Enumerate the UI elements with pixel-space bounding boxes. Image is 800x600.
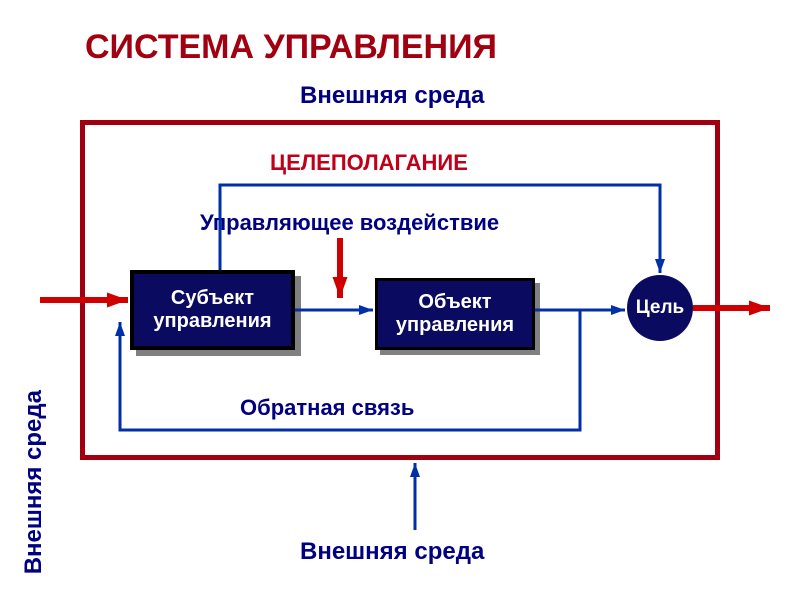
node-subject: Субъект управления: [130, 270, 295, 350]
main-title: СИСТЕМА УПРАВЛЕНИЯ: [85, 28, 497, 67]
diagram-canvas: СИСТЕМА УПРАВЛЕНИЯВнешняя средаЦЕЛЕПОЛАГ…: [0, 0, 800, 600]
label-env_left: Внешняя среда: [20, 390, 48, 574]
label-env_bottom: Внешняя среда: [300, 538, 484, 566]
node-goal: Цель: [627, 275, 693, 341]
label-env_top: Внешняя среда: [300, 82, 484, 110]
node-object: Объект управления: [375, 278, 535, 350]
